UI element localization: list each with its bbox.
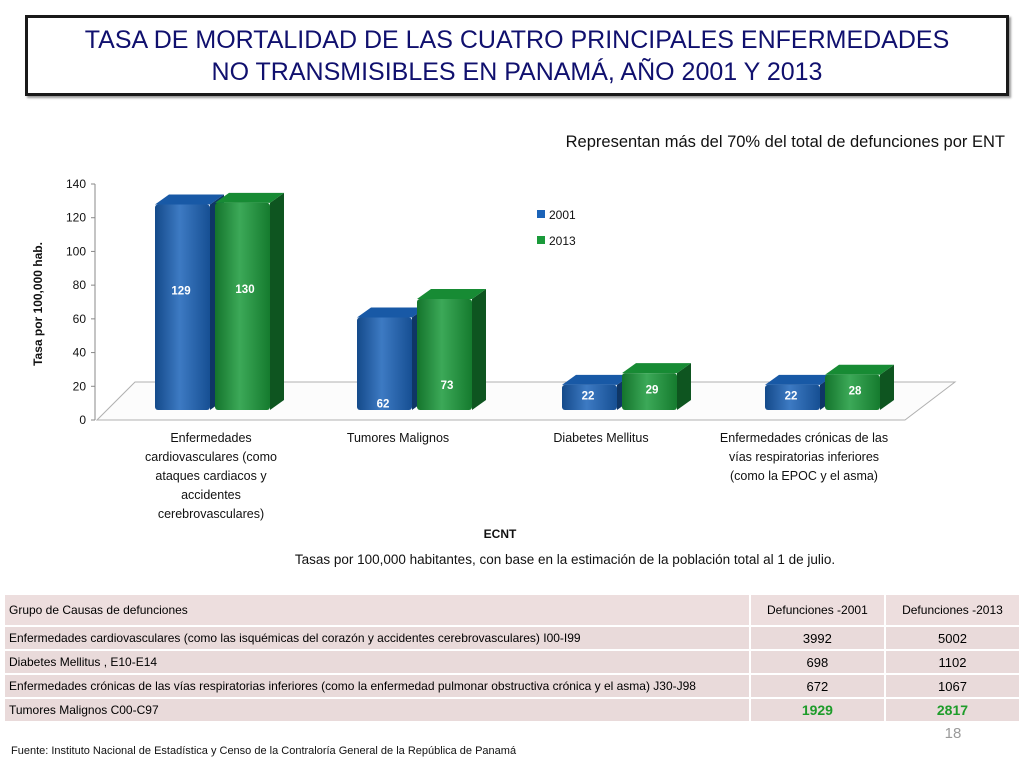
table-row: Diabetes Mellitus , E10-E14 698 1102 bbox=[3, 649, 1022, 675]
table-header-row: Grupo de Causas de defunciones Defuncion… bbox=[3, 593, 1022, 627]
bar-top bbox=[765, 374, 834, 385]
data-label: 22 bbox=[582, 390, 595, 402]
x-category-label: Enfermedades cardiovasculares (como ataque… bbox=[145, 431, 277, 521]
data-label: 129 bbox=[171, 286, 190, 298]
bar-front bbox=[155, 204, 210, 410]
data-label: 130 bbox=[235, 284, 254, 296]
y-tick-label: 140 bbox=[66, 177, 86, 191]
deaths-2001-cell: 1929 bbox=[748, 697, 886, 723]
cause-cell: Tumores Malignos C00-C97 bbox=[3, 697, 751, 723]
bar-front bbox=[825, 374, 880, 410]
chart-floor bbox=[95, 381, 957, 421]
data-label: 28 bbox=[849, 385, 862, 397]
y-tick-label: 80 bbox=[73, 278, 87, 292]
bar-2001-2 bbox=[562, 374, 631, 410]
deaths-2013-cell: 2817 bbox=[883, 697, 1022, 723]
x-category-label: Diabetes Mellitus bbox=[553, 431, 648, 445]
title-box: TASA DE MORTALIDAD DE LAS CUATRO PRINCIP… bbox=[25, 15, 1009, 96]
bar-front bbox=[622, 373, 677, 410]
deaths-2001-cell: 3992 bbox=[748, 625, 886, 651]
cause-cell: Diabetes Mellitus , E10-E14 bbox=[3, 649, 751, 675]
deaths-2013-cell: 1067 bbox=[883, 673, 1022, 699]
legend-label: 2001 bbox=[549, 208, 576, 222]
bar-2001-1 bbox=[357, 307, 426, 410]
deaths-2001-cell: 672 bbox=[748, 673, 886, 699]
bar-front bbox=[417, 298, 472, 410]
data-label: 29 bbox=[646, 385, 659, 397]
x-category-label: Tumores Malignos bbox=[347, 431, 449, 445]
bar-front bbox=[215, 202, 270, 410]
bar-chart: 0 20 40 60 80 100 120 140 Tasa por 100,000 hab. 1… bbox=[31, 177, 957, 541]
bar-top bbox=[622, 363, 691, 374]
y-tick-label: 100 bbox=[66, 244, 86, 258]
data-label: 22 bbox=[785, 390, 798, 402]
bar-side bbox=[472, 288, 486, 410]
y-tick-label: 40 bbox=[73, 346, 87, 360]
bar-top bbox=[357, 307, 426, 318]
bar-side bbox=[677, 363, 691, 410]
page-number: 18 bbox=[944, 725, 962, 742]
bar-2013-2 bbox=[622, 363, 691, 410]
x-axis-label: ECNT bbox=[484, 527, 517, 541]
data-label: 73 bbox=[441, 380, 454, 392]
bar-front bbox=[562, 384, 617, 410]
chart-note: Tasas por 100,000 habitantes, con base e… bbox=[294, 552, 836, 567]
table-row: Tumores Malignos C00-C97 1929 2817 bbox=[3, 697, 1022, 723]
source-footer: Fuente: Instituto Nacional de Estadístic… bbox=[11, 745, 517, 757]
bar-2001-3 bbox=[765, 374, 834, 410]
bar-2013-1 bbox=[417, 288, 486, 410]
bar-side bbox=[270, 192, 284, 410]
bar-2013-0 bbox=[215, 192, 284, 410]
bar-2013-3 bbox=[825, 364, 894, 410]
y-tick-label: 0 bbox=[79, 413, 86, 427]
deaths-2001-cell: 698 bbox=[748, 649, 886, 675]
bar-2001-0 bbox=[155, 194, 224, 410]
deaths-2013-cell: 1102 bbox=[883, 649, 1022, 675]
y-tick-label: 60 bbox=[73, 312, 87, 326]
bar-top bbox=[155, 194, 224, 205]
bar-top bbox=[417, 288, 486, 299]
bar-top bbox=[825, 364, 894, 375]
legend-label: 2013 bbox=[549, 234, 576, 248]
header-cause: Grupo de Causas de defunciones bbox=[3, 593, 751, 627]
bar-front bbox=[765, 384, 820, 410]
header-2001: Defunciones -2001 bbox=[748, 593, 886, 627]
bar-side bbox=[880, 364, 894, 410]
data-label: 62 bbox=[377, 398, 390, 410]
page-title: TASA DE MORTALIDAD DE LAS CUATRO PRINCIP… bbox=[84, 25, 950, 86]
legend-swatch bbox=[537, 236, 545, 244]
y-axis-label: Tasa por 100,000 hab. bbox=[31, 242, 45, 366]
y-tick-label: 20 bbox=[73, 379, 87, 393]
x-category-label: Enfermedades crónicas de las vías respira… bbox=[720, 431, 888, 483]
header-2013: Defunciones -2013 bbox=[883, 593, 1022, 627]
bar-top bbox=[562, 374, 631, 385]
bar-top bbox=[215, 192, 284, 203]
bar-front bbox=[357, 317, 412, 410]
deaths-table: Grupo de Causas de defunciones Defuncion… bbox=[3, 593, 1022, 723]
table-row: Enfermedades crónicas de las vías respir… bbox=[3, 673, 1022, 699]
legend-swatch bbox=[537, 210, 545, 218]
deaths-2013-cell: 5002 bbox=[883, 625, 1022, 651]
y-tick-label: 120 bbox=[66, 211, 86, 225]
cause-cell: Enfermedades cardiovasculares (como las … bbox=[3, 625, 751, 651]
chart-subtitle: Representan más del 70% del total de def… bbox=[565, 133, 1005, 151]
cause-cell: Enfermedades crónicas de las vías respir… bbox=[3, 673, 751, 699]
table-row: Enfermedades cardiovasculares (como las … bbox=[3, 625, 1022, 651]
